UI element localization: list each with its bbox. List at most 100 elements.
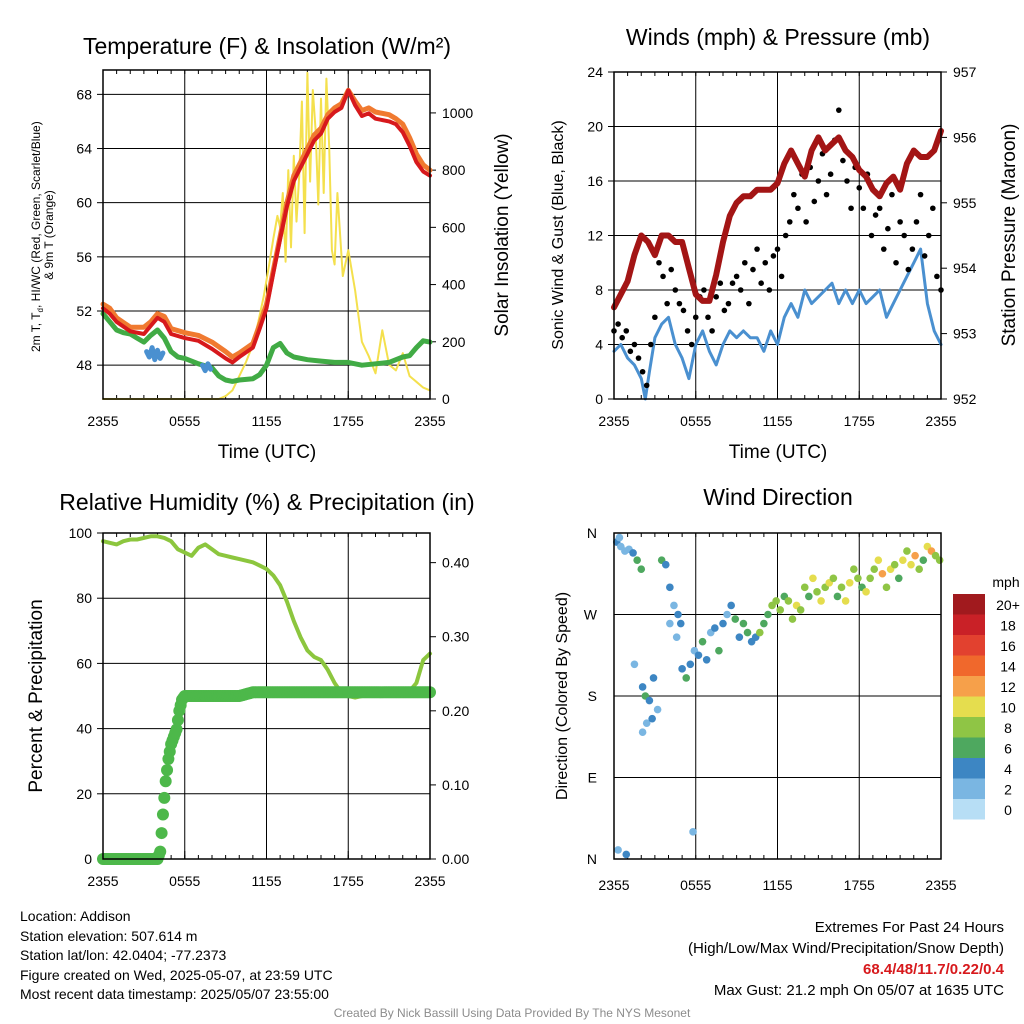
gust-point: [733, 273, 740, 280]
gust-point: [656, 259, 662, 266]
direction-point: [678, 665, 686, 673]
winds-x-tick-label: 2355: [598, 413, 629, 429]
temperature-y-label-line1: 2m T, T: [29, 312, 43, 352]
humidity-y-label: Percent & Precipitation: [26, 599, 47, 792]
direction-x-tick-label: 2355: [598, 877, 629, 893]
gust-point: [680, 307, 687, 314]
precip-point: [155, 827, 168, 840]
gust-point: [664, 300, 670, 307]
gust-point: [688, 341, 695, 348]
winds-y-tick-label: 8: [595, 282, 603, 298]
direction-point: [698, 637, 707, 646]
gust-point: [692, 314, 699, 321]
direction-point: [809, 574, 817, 583]
gust-point: [762, 259, 769, 266]
temperature-title-text: Temperature (F) & Insolation (W/m²): [83, 33, 451, 59]
direction-point: [672, 633, 681, 641]
gust-point: [754, 246, 760, 252]
gust-point: [913, 219, 920, 225]
speed-legend-label: 0: [1004, 802, 1012, 818]
wind-direction-panel-title: Wind Direction: [703, 484, 853, 510]
station-latlon: Station lat/lon: 42.0404; -77.2373: [20, 947, 227, 963]
gust-point: [876, 205, 883, 212]
direction-y-tick-label: W: [584, 607, 598, 623]
humidity-x-tick-label: 1155: [251, 873, 281, 889]
direction-point: [760, 619, 768, 628]
gust-point: [803, 219, 809, 225]
direction-x-tick-label: 0555: [680, 877, 711, 893]
extremes-box: Extremes For Past 24 Hours (High/Low/Max…: [688, 917, 1004, 1001]
direction-point: [764, 610, 772, 619]
precip-point: [158, 791, 171, 804]
gust-point: [652, 314, 658, 321]
direction-point: [919, 556, 928, 564]
temperature-plot-frame: [102, 69, 431, 400]
direction-point: [805, 592, 813, 601]
winds-y2-tick-label: 954: [953, 260, 977, 276]
winds-y-label: Sonic Wind & Gust (Blue, Black): [550, 120, 567, 349]
gust-point: [925, 232, 932, 239]
humidity-panel-title: Relative Humidity (%) & Precipitation (i…: [59, 489, 474, 515]
gust-point: [791, 191, 797, 198]
humidity-y-tick-label: 40: [76, 721, 92, 737]
gust-point: [672, 287, 679, 293]
gust-point: [725, 300, 732, 307]
winds-y-tick-label: 24: [587, 64, 603, 80]
winds-y2-tick-label: 952: [953, 391, 977, 407]
humidity-y-tick-label: 60: [76, 655, 92, 671]
humidity-y2-tick-label: 0.40: [442, 555, 469, 571]
gust-point: [635, 355, 642, 361]
station-elevation: Station elevation: 507.614 m: [20, 927, 198, 944]
credit-line: Created By Nick Bassill Using Data Provi…: [333, 1006, 691, 1020]
gust-point: [909, 246, 916, 252]
station-info: Location: Addison Station elevation: 507…: [20, 907, 333, 1005]
humidity-x-tick-label: 2355: [87, 873, 118, 889]
temperature-y-label: 2m T, Td, HI/WC (Red, Green, Scarlet/Blu…: [29, 118, 56, 352]
direction-point: [711, 624, 719, 632]
direction-point: [727, 601, 735, 610]
gust-point: [770, 253, 777, 259]
gust-point: [795, 205, 801, 212]
gust-point: [868, 232, 875, 239]
temperature-y2-tick-label: 600: [442, 219, 466, 235]
temp-2m-line: [101, 88, 432, 365]
gust-point: [709, 328, 715, 334]
speed-legend-label: 16: [1000, 638, 1016, 654]
temperature-y-label-sub: d: [36, 308, 45, 312]
precip-point: [171, 714, 184, 727]
winds-panel-title: Winds (mph) & Pressure (mb): [626, 24, 930, 50]
direction-point: [638, 683, 647, 691]
direction-point: [866, 574, 874, 583]
gust-point: [836, 107, 842, 113]
gust-point: [782, 232, 789, 239]
humidity-y2-tick-label: 0.10: [442, 777, 469, 793]
direction-point: [903, 547, 911, 555]
gust-point: [668, 266, 675, 273]
gust-point: [930, 205, 936, 212]
gust-point: [742, 259, 748, 266]
wind-speed-line: [612, 247, 943, 401]
winds-y2-tick-label: 955: [953, 195, 977, 211]
direction-point: [661, 560, 670, 569]
gust-point: [750, 266, 756, 273]
direction-point: [817, 597, 825, 605]
gust-point: [615, 321, 621, 327]
direction-point: [899, 556, 907, 564]
temperature-x-tick-label: 2355: [87, 413, 118, 429]
speed-legend-label: 14: [1000, 659, 1016, 675]
gust-point: [786, 219, 793, 225]
gust-point: [840, 157, 846, 164]
direction-point: [723, 610, 731, 619]
winds-y-tick-label: 0: [595, 391, 603, 407]
temperature-x-tick-label: 1755: [333, 413, 364, 429]
gust-point: [774, 246, 781, 252]
humidity-y2-tick-label: 0.20: [442, 703, 469, 719]
gust-point: [737, 287, 744, 293]
temperature-y-tick-label: 64: [76, 141, 92, 157]
speed-legend-swatch: [953, 758, 985, 779]
speed-legend-swatch: [953, 635, 985, 656]
temperature-y-label-line3: & 9m T (Orange): [42, 190, 56, 280]
gust-point: [701, 287, 707, 293]
dewpoint-line: [100, 311, 433, 384]
